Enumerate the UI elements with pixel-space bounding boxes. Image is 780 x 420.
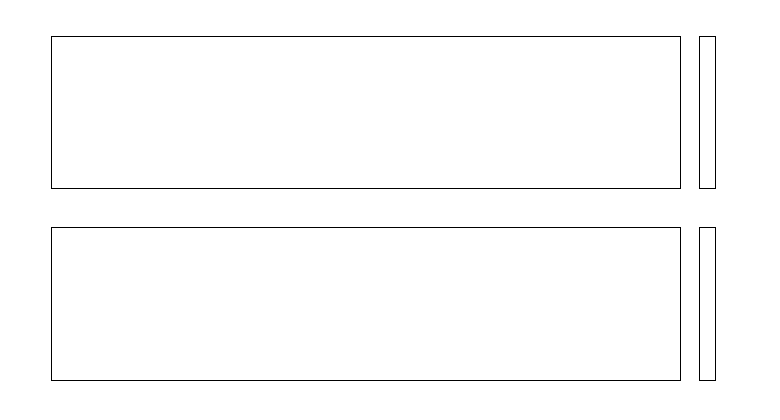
- colorbar: [699, 227, 716, 381]
- raw-backscatter-heatmap: [51, 227, 681, 381]
- colorbar: [699, 36, 716, 189]
- attenuated-backscatter-heatmap: [51, 36, 681, 189]
